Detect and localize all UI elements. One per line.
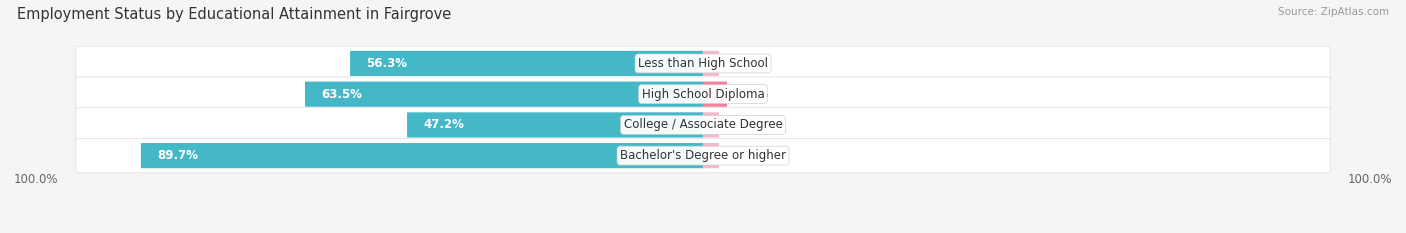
Text: 0.0%: 0.0% xyxy=(731,57,761,70)
Text: 0.0%: 0.0% xyxy=(731,149,761,162)
FancyBboxPatch shape xyxy=(703,82,727,107)
FancyBboxPatch shape xyxy=(703,112,718,137)
Text: 100.0%: 100.0% xyxy=(1347,173,1392,186)
FancyBboxPatch shape xyxy=(141,143,703,168)
Text: College / Associate Degree: College / Associate Degree xyxy=(624,118,782,131)
FancyBboxPatch shape xyxy=(703,51,718,76)
Text: 89.7%: 89.7% xyxy=(157,149,198,162)
Text: 100.0%: 100.0% xyxy=(14,173,59,186)
Text: Bachelor's Degree or higher: Bachelor's Degree or higher xyxy=(620,149,786,162)
FancyBboxPatch shape xyxy=(76,138,1330,173)
Text: 63.5%: 63.5% xyxy=(321,88,361,101)
FancyBboxPatch shape xyxy=(408,112,703,137)
Text: Source: ZipAtlas.com: Source: ZipAtlas.com xyxy=(1278,7,1389,17)
FancyBboxPatch shape xyxy=(350,51,703,76)
FancyBboxPatch shape xyxy=(305,82,703,107)
FancyBboxPatch shape xyxy=(703,143,718,168)
Text: 47.2%: 47.2% xyxy=(423,118,464,131)
FancyBboxPatch shape xyxy=(76,77,1330,111)
FancyBboxPatch shape xyxy=(76,108,1330,142)
Text: Employment Status by Educational Attainment in Fairgrove: Employment Status by Educational Attainm… xyxy=(17,7,451,22)
FancyBboxPatch shape xyxy=(76,46,1330,81)
Text: High School Diploma: High School Diploma xyxy=(641,88,765,101)
Text: 56.3%: 56.3% xyxy=(366,57,408,70)
Text: 0.0%: 0.0% xyxy=(731,118,761,131)
Text: Less than High School: Less than High School xyxy=(638,57,768,70)
Text: 3.8%: 3.8% xyxy=(740,88,769,101)
